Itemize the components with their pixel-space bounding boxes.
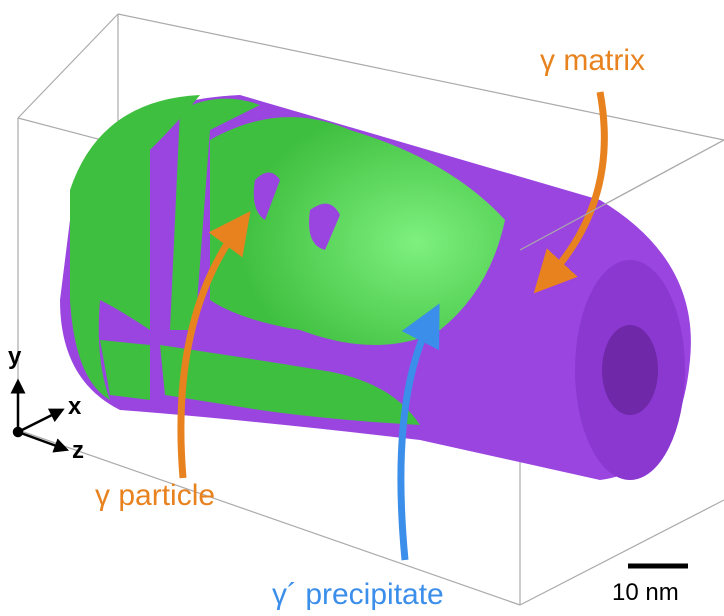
gamma-particle-patch: [170, 98, 260, 330]
label-precipitate: γ´ precipitate: [272, 578, 444, 611]
axis-triad: [10, 378, 70, 453]
gamma-particle-patch: [70, 95, 200, 400]
arrow-precipitate: [397, 303, 440, 561]
scale-bar-label: 10 nm: [612, 579, 679, 606]
gamma-particle-patch: [100, 340, 420, 425]
label-matrix: γ matrix: [540, 44, 645, 77]
gamma-precipitate-patch: [210, 117, 505, 345]
axis-label: y: [8, 343, 22, 370]
cone-hole: [602, 325, 658, 415]
arrow-matrix: [533, 91, 608, 294]
axis-label: z: [72, 437, 84, 464]
box-edge: [519, 139, 724, 251]
axis-label: x: [68, 393, 82, 420]
matrix-holes: [253, 172, 340, 250]
arrow-particle: [177, 211, 251, 479]
label-particle: γ particle: [95, 479, 215, 512]
